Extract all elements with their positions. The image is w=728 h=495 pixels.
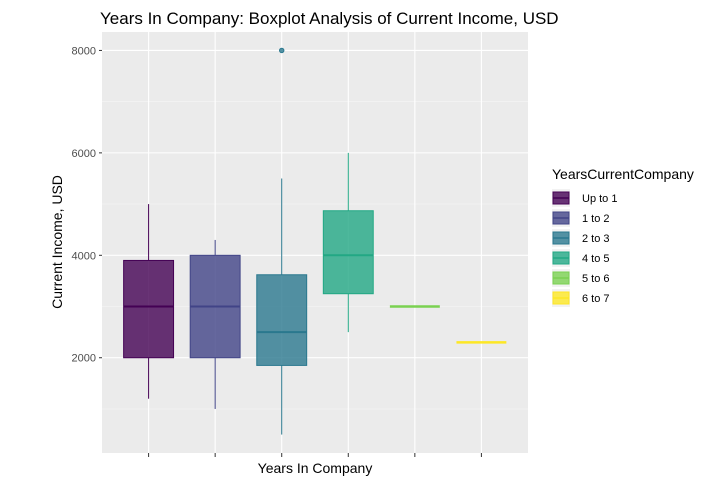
legend-item-5-to-6: 5 to 6	[552, 269, 610, 287]
chart-title: Years In Company: Boxplot Analysis of Cu…	[100, 9, 559, 28]
y-tick-label: 6000	[72, 148, 96, 160]
legend-label: Up to 1	[582, 193, 617, 205]
legend-item-up-to-1: Up to 1	[552, 189, 617, 207]
legend-label: 2 to 3	[582, 233, 610, 245]
box-layer	[123, 47, 507, 435]
box-body	[322, 210, 374, 295]
box-up-to-1	[123, 204, 175, 399]
y-axis-title: Current Income, USD	[49, 175, 65, 309]
legend-item-2-to-3: 2 to 3	[552, 229, 610, 247]
box-body	[123, 259, 175, 359]
legend-item-1-to-2: 1 to 2	[552, 209, 610, 227]
legend-item-6-to-7: 6 to 7	[552, 289, 610, 307]
y-tick-label: 8000	[72, 45, 96, 57]
legend-items: Up to 1 1 to 2 2 to 3 4 to 5 5 to 6 6 to 7	[552, 189, 617, 307]
outlier-point	[279, 47, 285, 54]
plot-panel	[102, 32, 528, 453]
legend-item-4-to-5: 4 to 5	[552, 249, 610, 267]
axis-layer: 2000 4000 6000 8000	[72, 45, 482, 457]
legend-title: YearsCurrentCompany	[552, 166, 694, 182]
legend: YearsCurrentCompany Up to 1 1 to 2 2 to 3 4…	[552, 166, 694, 307]
grid-layer	[102, 32, 528, 453]
legend-label: 1 to 2	[582, 213, 610, 225]
box-1-to-2	[189, 239, 241, 409]
legend-label: 6 to 7	[582, 293, 610, 305]
box-body	[256, 274, 308, 366]
box-2-to-3	[256, 47, 308, 435]
x-axis-title: Years In Company	[258, 460, 373, 476]
legend-label: 5 to 6	[582, 273, 610, 285]
legend-label: 4 to 5	[582, 253, 610, 265]
y-tick-label: 2000	[72, 353, 96, 365]
box-4-to-5	[322, 152, 374, 333]
y-tick-label: 4000	[72, 250, 96, 262]
